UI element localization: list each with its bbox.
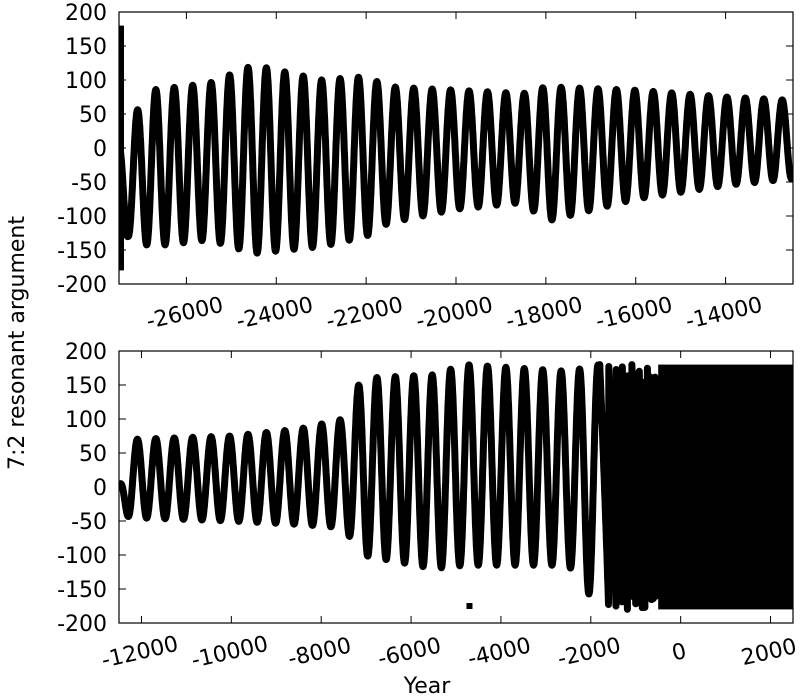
series-bottom <box>119 361 793 613</box>
y-tick-label: -100 <box>57 544 107 569</box>
data-point <box>466 603 473 609</box>
y-tick-label: -150 <box>57 239 107 264</box>
x-axis-label: Year <box>403 674 452 699</box>
series-line <box>119 361 662 613</box>
series-line <box>119 63 793 257</box>
y-tick-label: 0 <box>93 476 107 501</box>
circulation-region <box>658 364 793 610</box>
y-tick-label: 50 <box>79 442 107 467</box>
y-tick-label: 150 <box>65 374 107 399</box>
y-tick-label: -50 <box>71 510 107 535</box>
y-tick-label: 150 <box>65 35 107 60</box>
y-tick-label: -200 <box>57 612 107 637</box>
y-axis-label: 7:2 resonant argument <box>5 216 30 470</box>
plot-frame-bottom <box>118 350 794 624</box>
y-tick-label: 0 <box>93 137 107 162</box>
y-tick-label: -100 <box>57 205 107 230</box>
y-tick-label: 50 <box>79 103 107 128</box>
y-tick-label: -200 <box>57 273 107 298</box>
x-tick-label: 0 <box>670 639 689 667</box>
y-tick-label: 200 <box>65 340 107 365</box>
y-tick-label: 100 <box>65 69 107 94</box>
y-tick-label: 200 <box>65 1 107 26</box>
y-tick-label: -50 <box>71 171 107 196</box>
y-tick-label: 100 <box>65 408 107 433</box>
y-tick-label: -150 <box>57 578 107 603</box>
plot-frame-top <box>118 11 794 285</box>
